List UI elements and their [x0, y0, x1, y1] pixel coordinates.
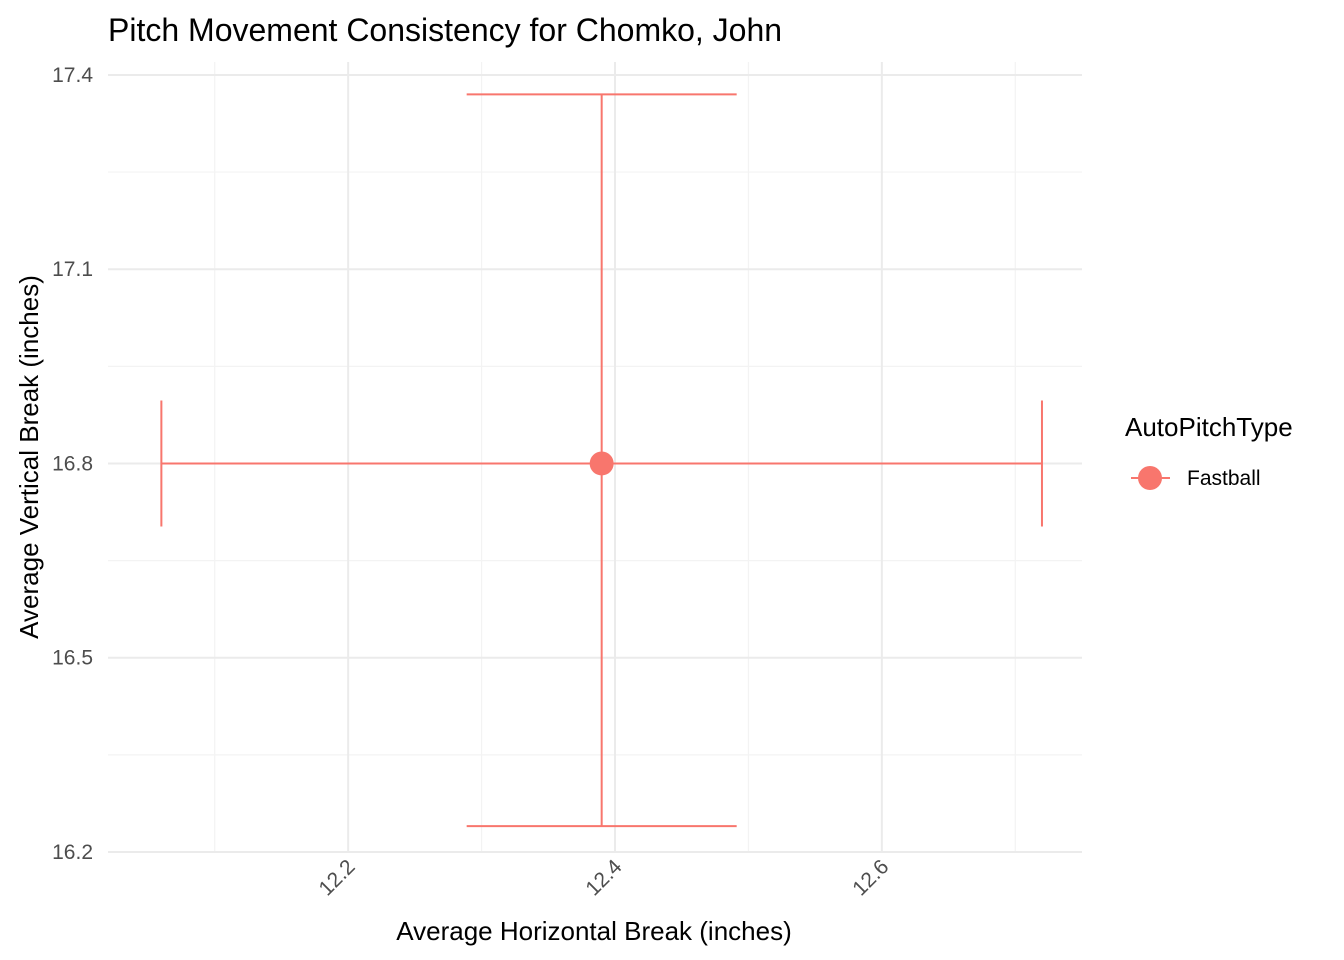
- minor-gridlines: [108, 62, 1082, 852]
- x-tick-label: 12.6: [848, 855, 893, 900]
- x-tick-label: 12.2: [315, 855, 360, 900]
- y-axis-title: Average Vertical Break (inches): [14, 275, 44, 639]
- x-axis-ticks: 12.2 12.4 12.6: [315, 855, 894, 900]
- y-tick-label: 16.2: [52, 841, 93, 864]
- legend: AutoPitchType Fastball: [1125, 412, 1293, 490]
- y-axis-ticks: 16.2 16.5 16.8 17.1 17.4: [52, 64, 93, 864]
- legend-item: Fastball: [1131, 466, 1261, 490]
- data-point-fastball: [589, 451, 614, 476]
- x-tick-label: 12.4: [581, 855, 626, 900]
- plot-marks: [160, 93, 1043, 828]
- legend-title: AutoPitchType: [1125, 412, 1293, 442]
- y-tick-label: 16.8: [52, 452, 93, 475]
- y-tick-label: 17.1: [52, 258, 93, 281]
- y-tick-label: 16.5: [52, 647, 93, 670]
- legend-key-point: [1138, 466, 1162, 490]
- chart-title: Pitch Movement Consistency for Chomko, J…: [108, 12, 782, 48]
- legend-label: Fastball: [1187, 467, 1261, 490]
- x-axis-title: Average Horizontal Break (inches): [396, 916, 791, 946]
- legend-items: Fastball: [1131, 466, 1261, 490]
- y-tick-label: 17.4: [52, 64, 93, 87]
